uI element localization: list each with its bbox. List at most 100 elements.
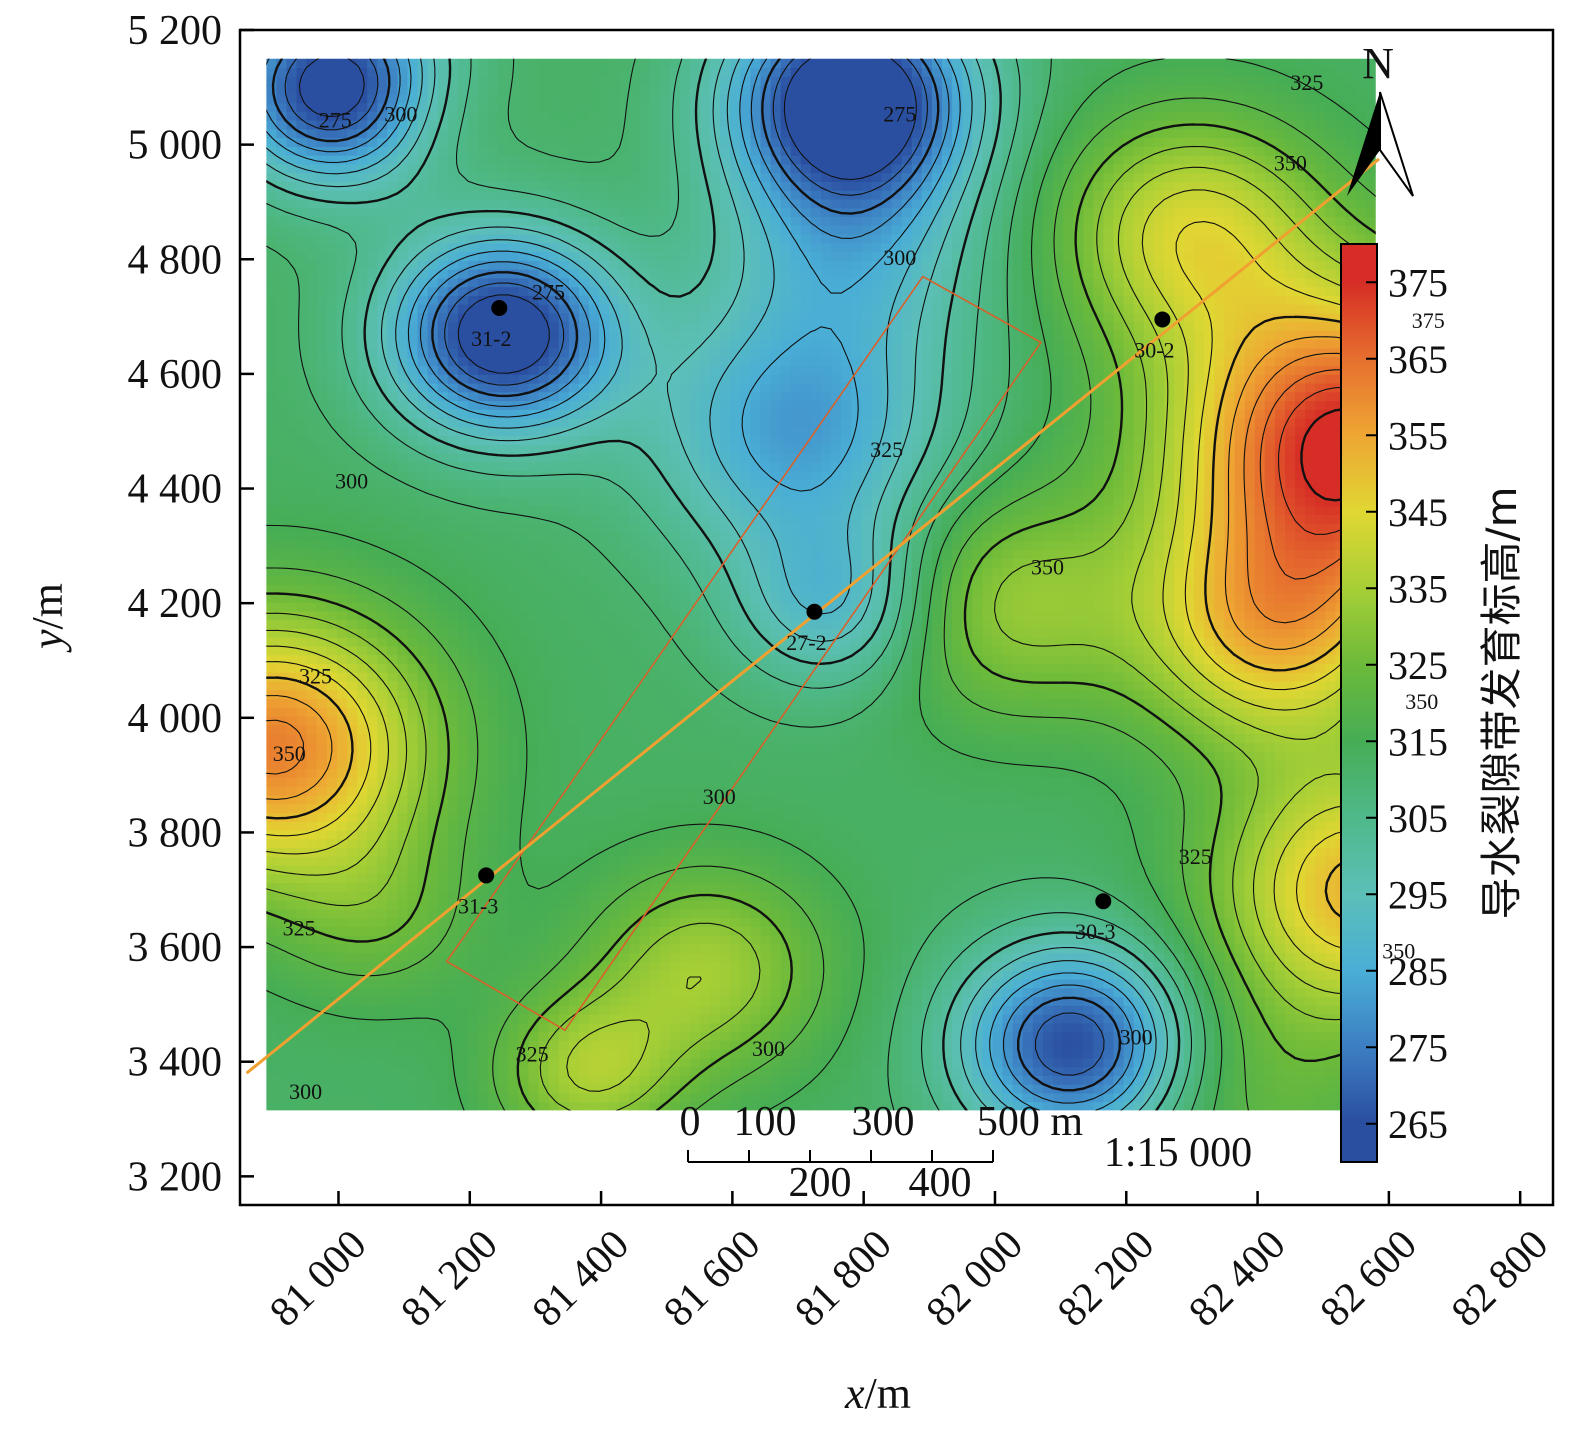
contour-line	[284, 58, 1105, 1076]
borehole-label: 27-2	[786, 630, 826, 655]
contour-label: 375	[1412, 308, 1445, 333]
contour-label: 350	[1031, 555, 1064, 580]
contour-label: 300	[703, 784, 736, 809]
y-tick-label: 4 600	[128, 352, 223, 398]
colorbar-ticks: 265 275 285 295 305 315 325 335 345 355 365 375	[1366, 260, 1448, 1147]
contour-label: 350	[1382, 939, 1415, 964]
contour-line	[266, 145, 1376, 1111]
y-tick-label: 3 200	[128, 1154, 223, 1200]
borehole-27-2: 27-2	[786, 603, 827, 655]
contour-label: 300	[335, 469, 368, 494]
scale-ratio: 1:15 000	[1104, 1130, 1252, 1176]
contour-labels: 275 300 2753253502753003753003253503253503…	[273, 70, 1445, 1104]
y-tick-label: 3 800	[128, 810, 223, 856]
contour-line	[266, 58, 1168, 1111]
x-tick-label: 81 000	[261, 1222, 375, 1336]
major-contour-line	[266, 123, 1376, 1111]
contour-line	[298, 58, 917, 374]
major-contour-line	[271, 58, 1122, 1092]
x-tick-label: 81 600	[655, 1222, 769, 1336]
contour-label: 325	[870, 437, 903, 462]
contour-line	[266, 58, 1146, 1111]
borehole-marker	[1154, 311, 1171, 328]
contour-label: 325	[1290, 70, 1323, 95]
contour-label: 350	[1405, 689, 1438, 714]
y-axis-title: y/m	[23, 583, 72, 653]
scale-label-300: 300	[852, 1099, 915, 1145]
borehole-marker	[1095, 893, 1112, 910]
contour-line	[266, 58, 1193, 1111]
contour-line	[266, 58, 1376, 1111]
borehole-31-3: 31-3	[458, 867, 498, 918]
contour-label: 275	[319, 107, 352, 132]
north-arrow-left-half	[1347, 92, 1380, 196]
borehole-31-2: 31-2	[471, 299, 511, 351]
scale-label-100: 100	[734, 1099, 797, 1145]
y-axis: 3 200 3 400 3 600 3 800 4 000 4 200 4 400 4 600…	[128, 8, 254, 1200]
x-tick-label: 82 000	[918, 1222, 1032, 1336]
x-tick-label: 81 200	[393, 1222, 507, 1336]
borehole-30-2: 30-2	[1134, 311, 1175, 362]
x-axis-title: x/m	[844, 1369, 911, 1418]
colorbar-tick-label: 345	[1388, 490, 1448, 535]
colorbar-tick-label: 265	[1388, 1102, 1448, 1147]
x-tick-label: 82 800	[1443, 1222, 1557, 1336]
colorbar-tick-label: 325	[1388, 643, 1448, 688]
contour-label: 325	[1179, 844, 1212, 869]
colorbar-tick-label: 365	[1388, 337, 1448, 382]
x-axis: 81 000 81 200 81 400 81 600 81 800 82 000 82 2…	[261, 1191, 1557, 1336]
scale-label-0: 0	[680, 1099, 701, 1145]
contour-label: 325	[283, 916, 316, 941]
north-arrow-label: N	[1362, 39, 1394, 88]
borehole-marker	[478, 867, 495, 884]
colorbar-tick-label: 355	[1388, 413, 1448, 458]
colorbar-title: 导水裂隙带发育标高/m	[1477, 486, 1526, 919]
colorbar-tick-label: 275	[1388, 1025, 1448, 1070]
x-tick-label: 82 600	[1312, 1222, 1426, 1336]
colorbar-tick-label: 285	[1388, 949, 1448, 994]
scale-bar: 0 100 300 500 m 200 400 1:15 000	[680, 1099, 1253, 1206]
scale-label-400: 400	[909, 1160, 972, 1206]
colorbar-gradient	[1340, 243, 1378, 1163]
x-tick-label: 82 200	[1049, 1222, 1163, 1336]
contour-line	[266, 58, 1157, 1111]
y-tick-label: 4 800	[128, 237, 223, 283]
borehole-label: 31-2	[471, 326, 511, 351]
borehole-marker	[806, 603, 823, 620]
elevation-color-field	[266, 58, 1376, 1111]
scale-label-200: 200	[789, 1160, 852, 1206]
contour-label: 275	[532, 279, 565, 304]
plot-frame	[238, 28, 1555, 1207]
contour-label: 300	[1120, 1025, 1153, 1050]
y-tick-label: 5 000	[128, 123, 223, 169]
contour-label: 350	[273, 741, 306, 766]
y-tick-label: 4 200	[128, 581, 223, 627]
contour-label: 300	[289, 1079, 322, 1104]
scale-label-500: 500 m	[977, 1099, 1084, 1145]
y-tick-label: 4 000	[128, 696, 223, 742]
north-arrow-right-half	[1379, 91, 1414, 197]
north-arrow: N	[1347, 39, 1414, 197]
boreholes: 31-2 30-2 27-2 31-3 30-3	[458, 299, 1175, 944]
contour-line	[266, 58, 1134, 1104]
contour-label: 325	[516, 1042, 549, 1067]
major-contour-line	[266, 58, 1181, 1111]
y-tick-label: 3 600	[128, 925, 223, 971]
contour-label: 300	[752, 1036, 785, 1061]
y-tick-label: 5 200	[128, 8, 223, 54]
colorbar-tick-label: 375	[1388, 260, 1448, 305]
borehole-30-3: 30-3	[1075, 893, 1115, 944]
x-tick-label: 81 400	[524, 1222, 638, 1336]
borehole-marker	[491, 299, 508, 316]
borehole-label: 30-3	[1075, 919, 1115, 944]
contour-line	[266, 58, 1206, 1111]
working-face-outline	[445, 275, 1043, 1032]
contour-label: 300	[883, 245, 916, 270]
y-tick-label: 4 400	[128, 467, 223, 513]
contour-label: 350	[1274, 150, 1307, 175]
colorbar: 265 275 285 295 305 315 325 335 345 355 365 375 导水裂…	[1340, 243, 1526, 1163]
colorbar-tick-label: 335	[1388, 566, 1448, 611]
contour-label: 300	[384, 102, 417, 127]
colorbar-tick-label: 305	[1388, 796, 1448, 841]
